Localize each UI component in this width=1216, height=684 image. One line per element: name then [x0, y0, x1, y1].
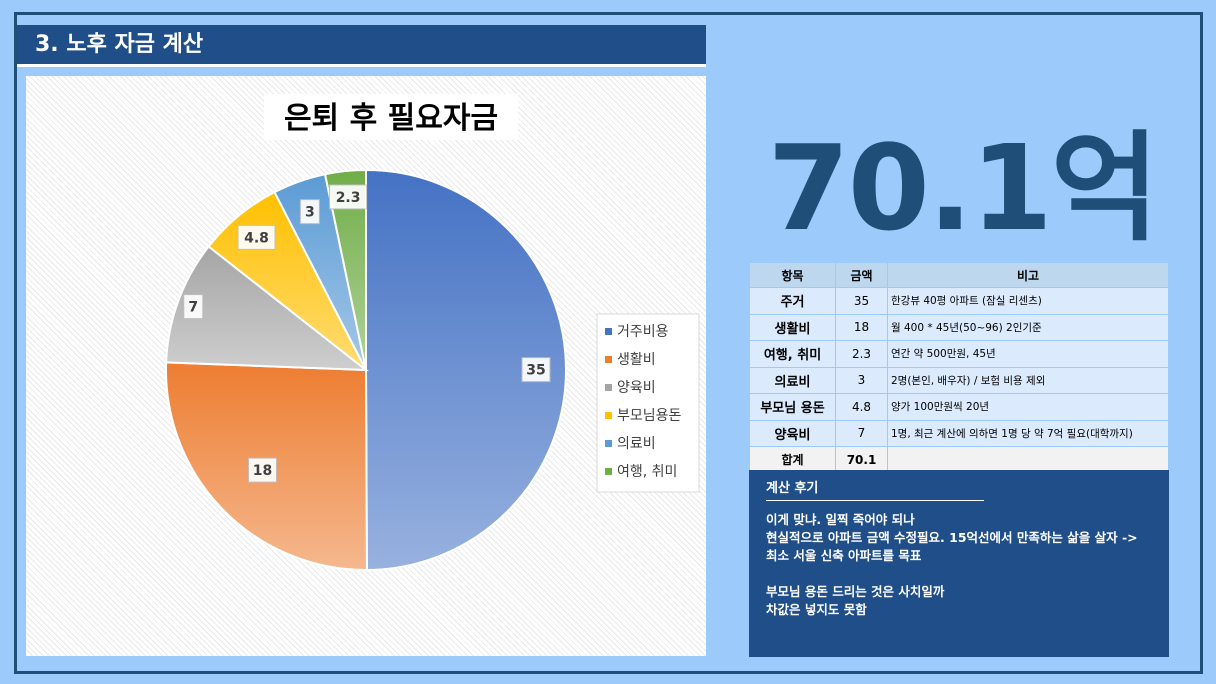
table-cell-note: 월 400 * 45년(50~96) 2인기준	[887, 313, 1169, 341]
column-header-note: 비고	[887, 262, 1169, 288]
svg-text:거주비용: 거주비용	[617, 324, 669, 340]
table-cell-amount: 2.3	[835, 340, 888, 368]
svg-text:35: 35	[526, 363, 545, 379]
svg-text:4.8: 4.8	[244, 230, 269, 246]
review-panel: 계산 후기 이게 맞냐. 일찍 죽어야 되나 현실적으로 아파트 금액 수정필요…	[749, 470, 1169, 657]
svg-text:3: 3	[305, 205, 315, 221]
table-cell-item: 생활비	[749, 313, 836, 341]
total-amount-display: 70.1억	[767, 119, 1160, 257]
table-cell-note: 양가 100만원씩 20년	[887, 393, 1169, 421]
table-cell-note: 연간 약 500만원, 45년	[887, 340, 1169, 368]
table-row: 양육비 7 1명, 최근 계산에 의하면 1명 당 약 7억 필요(대학까지)	[749, 419, 1169, 447]
table-row: 여행, 취미 2.3 연간 약 500만원, 45년	[749, 340, 1169, 368]
pie-slice-0	[365, 168, 568, 572]
section-title: 3. 노후 자금 계산	[35, 32, 204, 57]
legend-item-3: 부모님용돈	[605, 408, 682, 424]
svg-text:생활비: 생활비	[617, 352, 656, 368]
header-divider	[17, 64, 706, 67]
section-header: 3. 노후 자금 계산	[17, 25, 706, 64]
chart-title: 은퇴 후 필요자금	[264, 94, 518, 140]
table-cell-amount: 4.8	[835, 393, 888, 421]
legend-item-2: 양육비	[605, 380, 656, 396]
table-row: 주거 35 한강뷰 40평 아파트 (잠실 리센츠)	[749, 287, 1169, 315]
svg-text:은퇴 후 필요자금: 은퇴 후 필요자금	[284, 101, 498, 136]
table-total-row: 합계 70.1	[749, 446, 1169, 473]
table-cell-note: 2명(본인, 배우자) / 보험 비용 제외	[887, 366, 1169, 394]
table-cell-item: 의료비	[749, 366, 836, 394]
review-paragraph: 이게 맞냐. 일찍 죽어야 되나 현실적으로 아파트 금액 수정필요. 15억선…	[766, 512, 1138, 563]
svg-text:18: 18	[253, 463, 272, 479]
table-cell-note: 한강뷰 40평 아파트 (잠실 리센츠)	[887, 287, 1169, 315]
data-label-1: 18	[247, 457, 277, 483]
svg-text:부모님용돈: 부모님용돈	[617, 408, 682, 424]
legend-item-0: 거주비용	[605, 324, 669, 340]
legend-item-4: 의료비	[605, 436, 656, 452]
table-cell-amount: 35	[835, 287, 888, 315]
table-cell-amount: 7	[835, 419, 888, 447]
table-cell-amount: 18	[835, 313, 888, 341]
column-header-amount: 금액	[835, 262, 888, 288]
svg-text:의료비: 의료비	[617, 436, 656, 452]
data-label-0: 35	[521, 357, 551, 383]
table-header-row: 항목 금액 비고	[749, 262, 1169, 288]
pie-slice-2	[165, 245, 370, 372]
review-paragraph: 부모님 용돈 드리는 것은 사치일까 차값은 넣지도 못함	[766, 584, 945, 617]
table-row: 생활비 18 월 400 * 45년(50~96) 2인기준	[749, 313, 1169, 341]
table-cell-item: 부모님 용돈	[749, 393, 836, 421]
slide-frame	[14, 12, 1203, 674]
table-cell-note: 1명, 최근 계산에 의하면 1명 당 약 7억 필요(대학까지)	[887, 419, 1169, 447]
svg-text:여행, 취미: 여행, 취미	[617, 464, 677, 480]
data-label-3: 4.8	[237, 224, 276, 250]
cost-table: 항목 금액 비고 주거 35 한강뷰 40평 아파트 (잠실 리센츠) 생활비 18 월 …	[749, 262, 1169, 473]
table-cell-item: 여행, 취미	[749, 340, 836, 368]
total-amount: 70.1	[835, 446, 888, 473]
legend-item-5: 여행, 취미	[605, 464, 677, 480]
data-label-4: 3	[299, 199, 320, 225]
table-row: 부모님 용돈 4.8 양가 100만원씩 20년	[749, 393, 1169, 421]
review-title: 계산 후기	[766, 481, 819, 496]
total-note	[887, 446, 1169, 473]
pie-chart: 은퇴 후 필요자금 35 18 7 4.8 3 2.3 거주비용생활비양육비부모님용돈의료비여…	[165, 94, 700, 572]
svg-text:2.3: 2.3	[336, 190, 361, 206]
data-label-2: 7	[183, 294, 204, 320]
svg-text:7: 7	[188, 300, 198, 316]
column-header-item: 항목	[749, 262, 836, 288]
legend-item-1: 생활비	[605, 352, 656, 368]
total-label: 합계	[749, 446, 836, 473]
data-label-5: 2.3	[329, 184, 368, 210]
pie-slice-5	[323, 168, 367, 371]
review-divider	[766, 500, 984, 501]
table-cell-item: 양육비	[749, 419, 836, 447]
table-cell-amount: 3	[835, 366, 888, 394]
table-row: 의료비 3 2명(본인, 배우자) / 보험 비용 제외	[749, 366, 1169, 394]
review-body: 이게 맞냐. 일찍 죽어야 되나 현실적으로 아파트 금액 수정필요. 15억선…	[766, 511, 1152, 619]
table-cell-item: 주거	[749, 287, 836, 315]
svg-text:양육비: 양육비	[617, 380, 656, 396]
